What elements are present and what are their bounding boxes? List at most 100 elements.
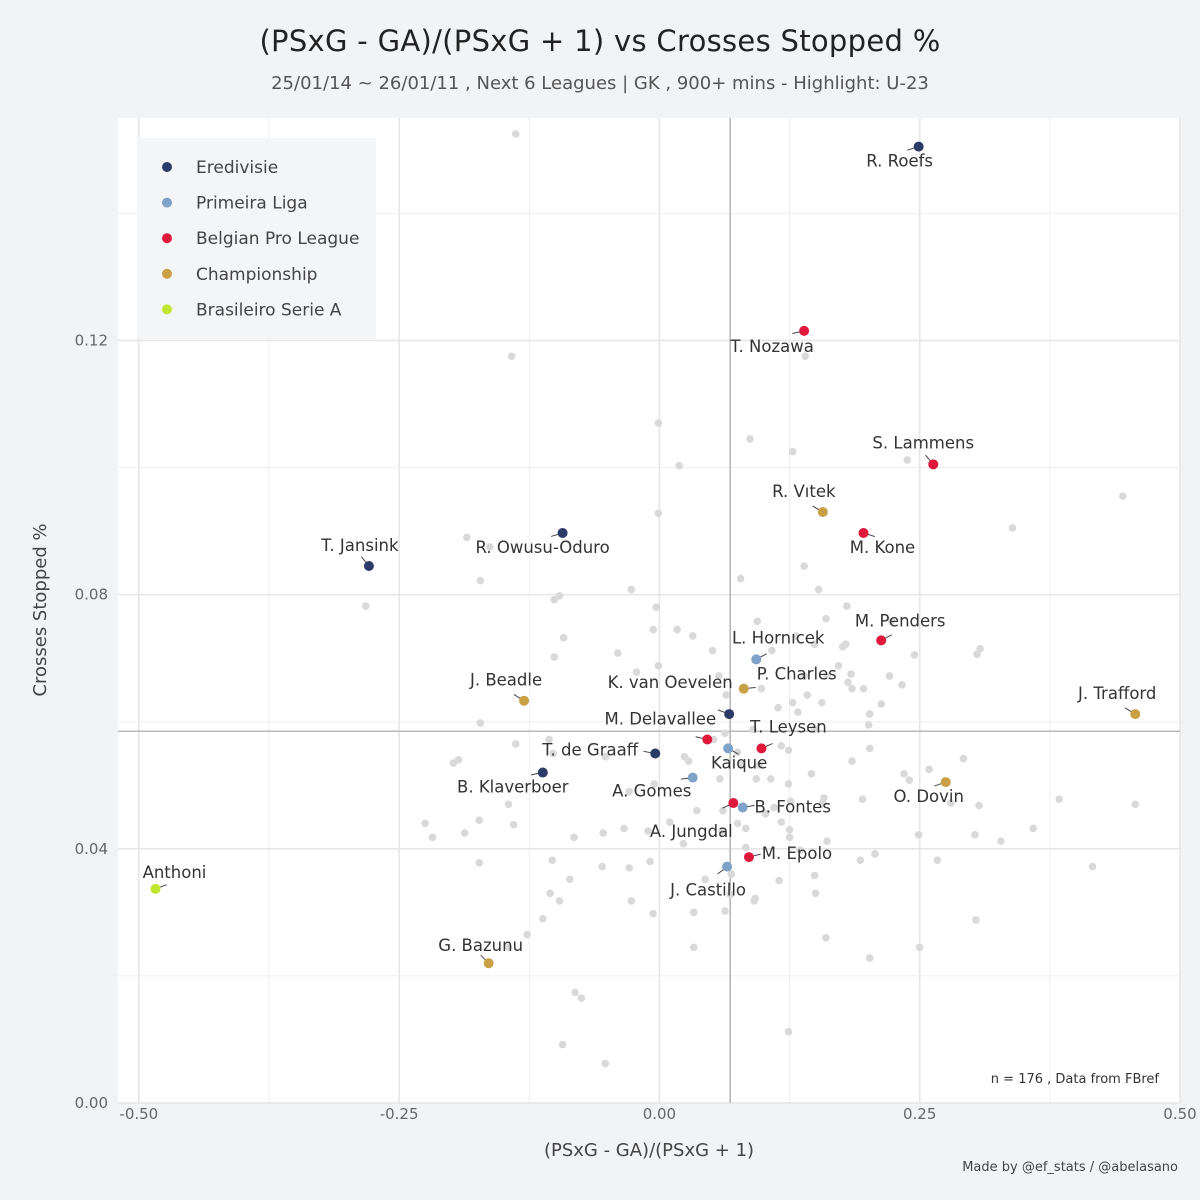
other-point <box>755 761 764 769</box>
point-label: O. Dovin <box>894 787 964 806</box>
highlight-point <box>687 772 698 783</box>
other-point <box>708 646 717 655</box>
other-point <box>848 684 856 693</box>
other-point <box>689 943 698 952</box>
other-point <box>632 668 641 676</box>
other-point <box>550 653 559 661</box>
other-point <box>627 585 636 594</box>
other-point <box>577 994 586 1002</box>
other-point <box>627 897 636 905</box>
other-point <box>777 818 786 826</box>
other-point <box>844 678 852 687</box>
other-point <box>652 603 661 612</box>
other-point <box>807 770 816 778</box>
other-point <box>800 672 808 680</box>
other-point <box>675 461 683 470</box>
highlight-point <box>150 883 161 894</box>
other-point <box>555 897 564 905</box>
point-labels: R. Roefs T. Nozawa S. Lammens R. Vıtek M. Ko… <box>143 152 1157 956</box>
other-point <box>714 672 723 680</box>
highlight-point <box>751 654 762 665</box>
legend-label: Primeira Liga <box>196 194 308 214</box>
y-axis-label: Crosses Stopped % <box>30 523 51 696</box>
other-point <box>599 829 607 837</box>
other-point <box>644 827 652 835</box>
other-point <box>976 644 984 653</box>
point-label: M. Penders <box>855 611 946 630</box>
other-point <box>925 765 933 774</box>
other-point <box>511 130 520 138</box>
chart-title: (PSxG - GA)/(PSxG + 1) vs Crosses Stoppe… <box>259 24 941 58</box>
other-point <box>737 761 746 769</box>
other-point <box>971 831 979 839</box>
highlight-point <box>876 635 887 646</box>
other-point <box>476 576 485 585</box>
point-label: R. Roefs <box>866 152 933 171</box>
point-label: M. Delavallee <box>604 710 716 729</box>
point-label: A. Jungdal <box>650 822 733 841</box>
other-point <box>689 908 698 917</box>
y-tick-label: 0.04 <box>75 840 108 858</box>
other-point <box>428 833 437 842</box>
other-point <box>788 447 797 456</box>
other-point <box>858 795 867 804</box>
other-point <box>811 889 820 898</box>
mean-lines <box>118 118 1180 1103</box>
other-point <box>719 806 727 815</box>
other-point <box>910 651 919 659</box>
other-point <box>898 681 906 689</box>
other-point <box>819 799 827 807</box>
other-point <box>864 721 873 729</box>
other-point <box>654 661 663 670</box>
other-point <box>511 740 520 748</box>
other-point <box>752 775 761 783</box>
highlight-point <box>799 325 810 336</box>
legend: Eredivisie Primeira Liga Belgian Pro Leagu… <box>137 138 376 339</box>
point-label: T. de Graaff <box>541 740 638 759</box>
legend-label: Eredivisie <box>196 158 278 178</box>
source-note: , Data from FBref <box>1043 1072 1159 1087</box>
point-label: T. Jansink <box>320 536 399 555</box>
other-point <box>646 857 654 866</box>
other-point <box>507 352 516 361</box>
other-point <box>859 684 868 693</box>
other-point <box>767 775 775 783</box>
other-point <box>545 735 553 744</box>
other-point <box>362 602 370 610</box>
other-point <box>649 909 657 918</box>
x-tick-label: -0.50 <box>119 1105 158 1123</box>
highlight-point <box>738 683 749 694</box>
other-point <box>784 780 793 788</box>
other-point <box>666 818 674 826</box>
other-point <box>933 856 942 865</box>
other-point <box>722 691 730 699</box>
point-label: R. Owusu-Oduro <box>475 538 609 557</box>
y-tick-label: 0.00 <box>75 1094 108 1112</box>
highlight-point <box>817 507 828 517</box>
other-point <box>716 775 724 783</box>
other-point <box>834 661 843 670</box>
highlight-point <box>940 777 951 788</box>
other-point <box>509 820 518 829</box>
highlight-point <box>537 767 548 778</box>
x-tick-label: -0.25 <box>380 1105 419 1123</box>
other-point <box>810 725 819 734</box>
other-point <box>421 819 429 828</box>
axis-ticks: -0.50 -0.25 0.00 0.25 0.50 0.00 0.04 0.08 0.12 <box>75 331 1197 1123</box>
other-point <box>823 672 831 680</box>
other-point <box>810 871 819 880</box>
other-point <box>947 799 955 807</box>
other-point <box>649 625 657 634</box>
other-point <box>736 574 745 583</box>
other-point <box>733 748 742 757</box>
other-point <box>786 797 795 805</box>
x-tick-label: 0.25 <box>903 1105 936 1123</box>
point-label: J. Beadle <box>469 671 542 690</box>
point-label: K. van Oevelen <box>608 673 733 692</box>
other-point <box>785 825 794 834</box>
other-point <box>885 672 894 680</box>
point-label: S. Lammens <box>872 433 974 452</box>
other-point <box>768 646 776 655</box>
other-point <box>625 787 634 796</box>
other-point <box>475 858 484 867</box>
